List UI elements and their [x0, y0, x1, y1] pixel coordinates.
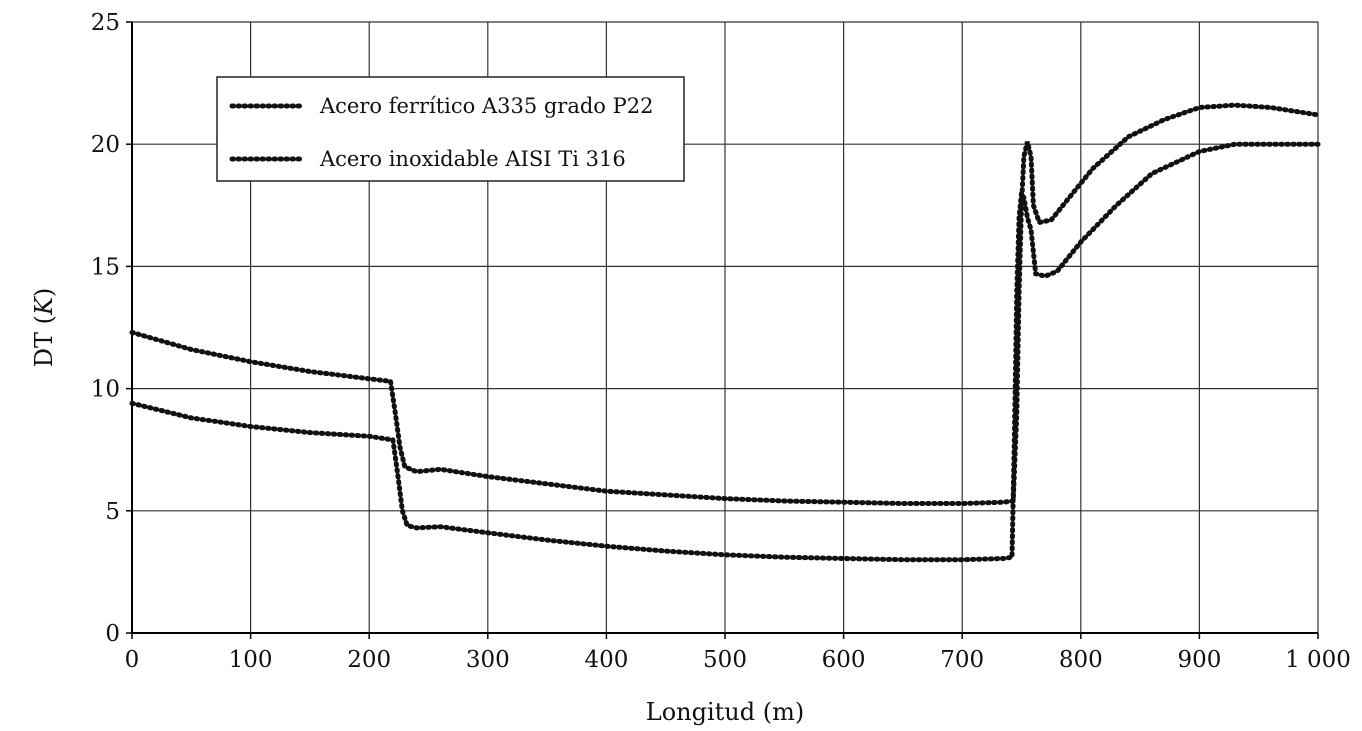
legend: Acero ferrítico A335 grado P22 Acero ino…: [216, 76, 685, 182]
y-tick-label: 25: [91, 10, 120, 36]
legend-box: [216, 76, 685, 182]
y-tick-label: 20: [91, 132, 120, 158]
y-tick-label: 15: [91, 254, 120, 280]
y-tick-label: 10: [91, 377, 120, 403]
x-axis-label: Longitud (m): [646, 698, 804, 726]
x-tick-label: 0: [125, 647, 140, 673]
legend-entry-stainless: Acero inoxidable AISI Ti 316: [319, 147, 626, 171]
x-tick-label: 500: [703, 647, 747, 673]
series-line-ferritic: [129, 102, 1321, 506]
y-axis-label-end: ): [30, 288, 58, 297]
y-tick-label: 0: [105, 621, 120, 647]
x-tick-label: 1 000: [1285, 647, 1351, 673]
y-axis-label-variable: K: [30, 295, 58, 316]
x-tick-label: 300: [466, 647, 510, 673]
legend-entry-ferritic: Acero ferrítico A335 grado P22: [319, 94, 653, 118]
y-axis-label: DT (K): [30, 288, 58, 368]
x-tick-label: 100: [229, 647, 273, 673]
y-tick-labels: 0 5 10 15 20 25: [91, 10, 120, 647]
axes: [126, 21, 1319, 639]
x-tick-label: 800: [1059, 647, 1103, 673]
series-lines: [129, 102, 1321, 563]
x-tick-label: 400: [584, 647, 628, 673]
y-axis-label-main: DT (: [30, 315, 58, 367]
x-tick-label: 700: [940, 647, 984, 673]
x-tick-label: 900: [1177, 647, 1221, 673]
y-tick-label: 5: [105, 499, 120, 525]
x-tick-label: 200: [347, 647, 391, 673]
x-tick-labels: 0 100 200 300 400 500 600 700 800 900 1 000: [125, 647, 1351, 673]
series-line-stainless: [129, 141, 1321, 563]
x-tick-label: 600: [822, 647, 866, 673]
